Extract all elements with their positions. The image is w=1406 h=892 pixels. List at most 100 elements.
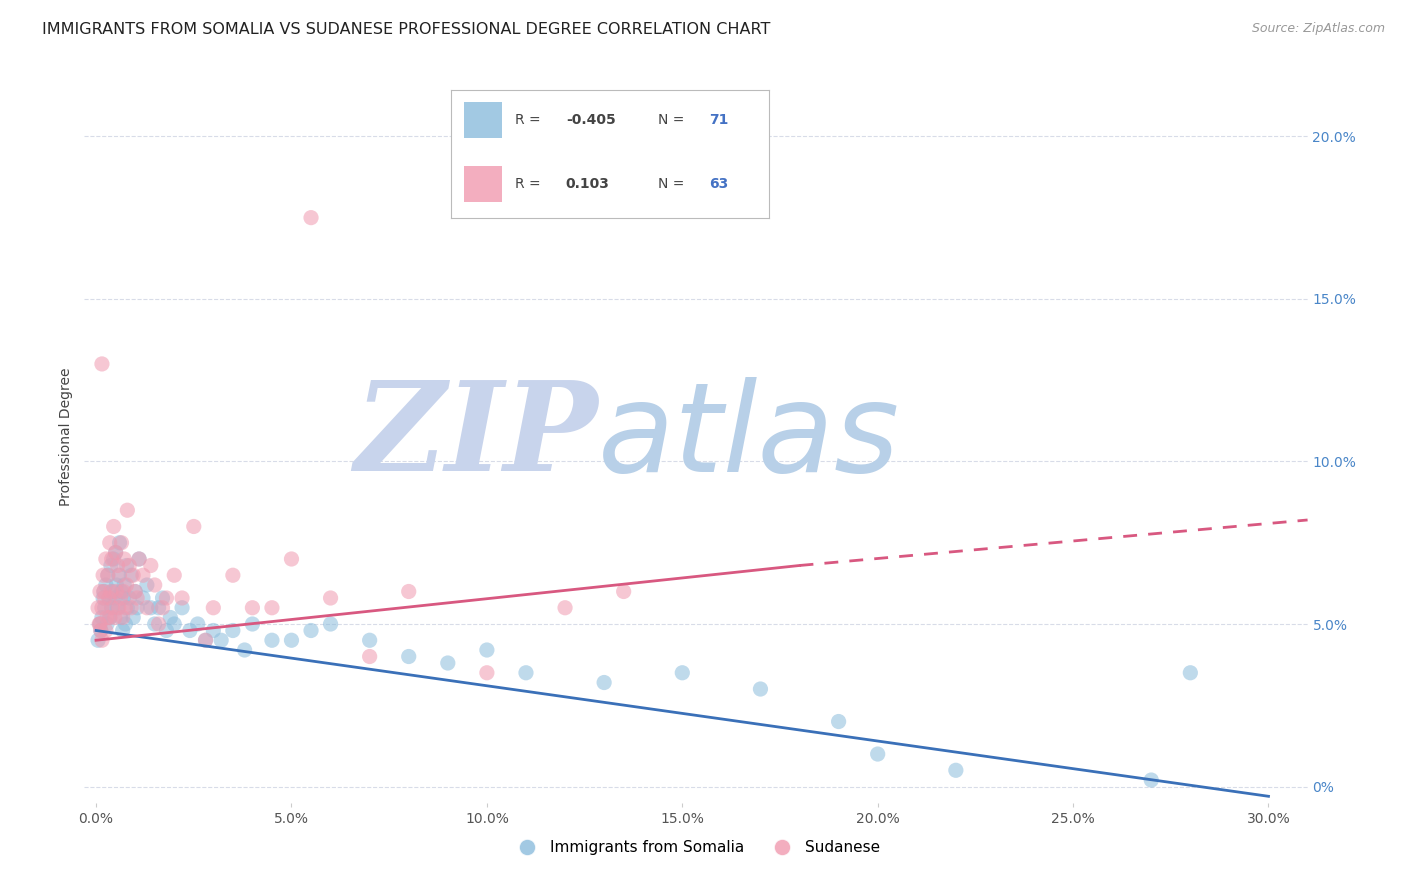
Point (139, 600, 162, 615)
Point (135, 578, 157, 592)
Point (91, 357, 114, 371)
Point (101, 600, 124, 615)
Point (179, 624, 201, 638)
Point (110, 591, 132, 605)
Point (107, 558, 129, 573)
Point (93, 591, 115, 605)
Point (97, 568, 120, 582)
Point (120, 568, 142, 582)
Point (93, 584, 115, 599)
Point (89, 584, 111, 599)
Point (100, 558, 122, 573)
Point (613, 584, 636, 599)
Point (128, 552, 150, 566)
Point (127, 591, 149, 605)
Point (155, 591, 177, 605)
Point (107, 600, 129, 615)
Point (101, 584, 124, 599)
Point (117, 503, 139, 517)
Point (233, 643, 256, 657)
Point (194, 633, 217, 648)
Point (122, 568, 145, 582)
Point (359, 633, 381, 648)
Point (194, 633, 217, 648)
Point (170, 591, 193, 605)
Text: atlas: atlas (598, 376, 900, 498)
Point (104, 545, 127, 559)
Point (120, 600, 142, 615)
Point (94, 624, 117, 638)
Point (115, 558, 138, 573)
Point (118, 591, 141, 605)
Point (107, 568, 129, 582)
Point (945, 764, 967, 778)
Point (108, 568, 131, 582)
Point (260, 633, 283, 648)
Point (749, 681, 772, 696)
Point (91, 591, 114, 605)
Point (359, 649, 381, 664)
Point (114, 617, 136, 632)
Point (98, 610, 121, 624)
Point (98, 591, 121, 605)
Point (152, 591, 174, 605)
Point (132, 568, 155, 582)
Point (103, 552, 125, 566)
Point (170, 600, 193, 615)
Point (398, 584, 420, 599)
Point (100, 600, 122, 615)
Point (108, 535, 131, 549)
Point (260, 600, 283, 615)
Point (1140, 772, 1163, 787)
Point (299, 211, 322, 225)
Point (299, 624, 322, 638)
Point (87, 633, 110, 648)
Point (127, 600, 149, 615)
Point (112, 591, 135, 605)
Point (398, 649, 420, 664)
Point (319, 617, 342, 632)
Point (111, 624, 134, 638)
Point (159, 610, 181, 624)
Point (110, 584, 132, 599)
Point (104, 610, 127, 624)
Point (671, 665, 693, 680)
Point (209, 633, 232, 648)
Point (89, 617, 111, 632)
Point (104, 545, 127, 559)
Point (115, 578, 138, 592)
Point (202, 624, 225, 638)
Point (124, 584, 146, 599)
Point (111, 610, 134, 624)
Point (554, 600, 576, 615)
Legend: Immigrants from Somalia, Sudanese: Immigrants from Somalia, Sudanese (506, 834, 886, 861)
Point (128, 552, 150, 566)
Point (112, 578, 135, 592)
Point (104, 591, 127, 605)
Point (319, 591, 342, 605)
Point (105, 578, 128, 592)
Point (475, 665, 498, 680)
Text: Source: ZipAtlas.com: Source: ZipAtlas.com (1251, 22, 1385, 36)
Point (112, 584, 135, 599)
Point (132, 591, 155, 605)
Point (866, 747, 889, 761)
Text: ZIP: ZIP (354, 376, 598, 498)
Point (1180, 665, 1202, 680)
Point (90, 624, 112, 638)
Point (143, 617, 166, 632)
Point (87, 600, 110, 615)
Point (152, 600, 174, 615)
Point (183, 519, 205, 533)
Point (89, 617, 111, 632)
Point (187, 617, 209, 632)
Point (100, 552, 122, 566)
Point (107, 600, 129, 615)
Point (280, 633, 302, 648)
Point (110, 535, 132, 549)
Point (98, 591, 121, 605)
Point (118, 558, 141, 573)
Point (222, 624, 245, 638)
Text: IMMIGRANTS FROM SOMALIA VS SUDANESE PROFESSIONAL DEGREE CORRELATION CHART: IMMIGRANTS FROM SOMALIA VS SUDANESE PROF… (42, 22, 770, 37)
Point (94, 552, 117, 566)
